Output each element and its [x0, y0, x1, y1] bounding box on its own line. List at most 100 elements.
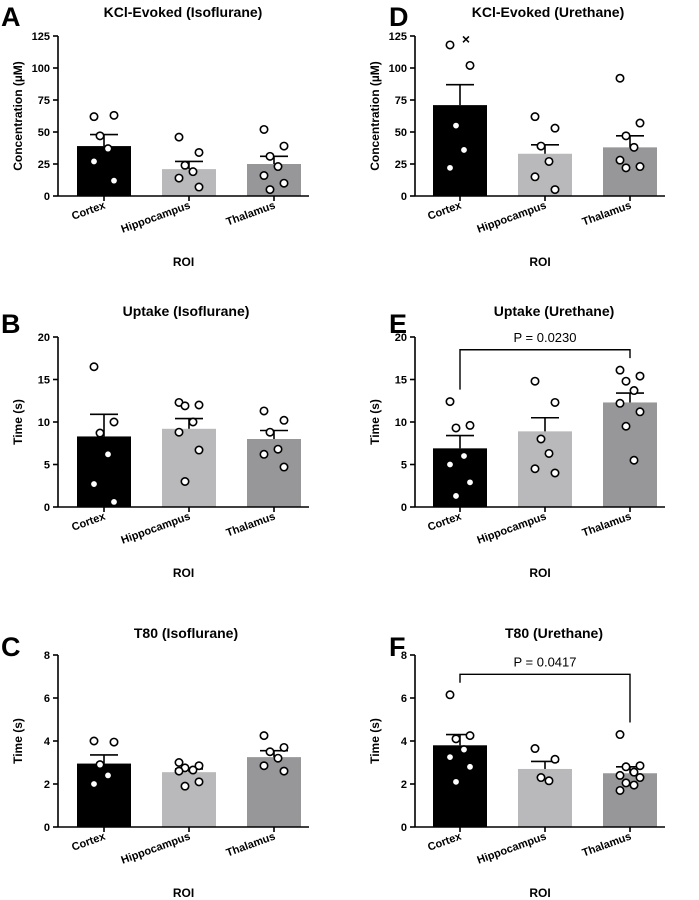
data-point	[109, 176, 119, 186]
y-tick-label: 0	[401, 191, 407, 203]
data-point	[629, 767, 639, 777]
bar-hippocampus	[162, 428, 216, 507]
data-point	[180, 781, 190, 791]
data-point	[89, 736, 99, 746]
data-point	[194, 445, 204, 455]
data-point	[445, 690, 455, 700]
chart-panel-b: B Uptake (Isoflurane) 0 5 10 15 20 Cortex Hippoc…	[1, 303, 309, 580]
chart-panel-c: C T80 (Isoflurane) 0 2 4 6 8 Cortex Hippocampus T…	[1, 625, 309, 900]
data-point	[530, 112, 540, 122]
data-point	[615, 785, 625, 795]
data-point	[188, 417, 198, 427]
y-tick-label: 20	[395, 332, 407, 344]
chart-title: KCl-Evoked (Urethane)	[472, 4, 624, 20]
y-tick-label: 100	[32, 63, 50, 75]
data-point	[550, 754, 560, 764]
data-point	[95, 428, 105, 438]
data-point	[451, 423, 461, 433]
data-point	[459, 745, 469, 755]
data-point	[174, 427, 184, 437]
data-point	[459, 145, 469, 155]
x-axis-label: ROI	[529, 255, 550, 269]
data-point	[259, 171, 269, 181]
data-point	[279, 141, 289, 151]
y-tick-label: 8	[44, 650, 50, 662]
x-category-label: Cortex	[70, 510, 108, 533]
data-point	[95, 131, 105, 141]
data-point	[109, 110, 119, 120]
data-point	[109, 497, 119, 507]
data-point	[194, 147, 204, 157]
data-point	[465, 762, 475, 772]
x-category-label: Hippocampus	[476, 511, 548, 547]
data-point	[265, 151, 275, 161]
data-point	[629, 142, 639, 152]
data-point	[621, 376, 631, 386]
x-axis-label: ROI	[529, 566, 550, 580]
y-tick-label: 100	[389, 63, 407, 75]
y-tick-label: 4	[401, 736, 408, 748]
x-category-label: Thalamus	[581, 511, 633, 540]
bar-cortex	[77, 436, 131, 507]
significance-bracket	[459, 349, 631, 390]
bar-hippocampus	[162, 772, 216, 827]
data-point	[279, 415, 289, 425]
data-point	[89, 362, 99, 372]
data-point	[188, 765, 198, 775]
panel-letter: E	[389, 309, 407, 339]
data-point	[259, 731, 269, 741]
data-point	[615, 398, 625, 408]
data-point	[530, 744, 540, 754]
data-point	[445, 163, 455, 173]
data-point	[550, 185, 560, 195]
data-point	[536, 773, 546, 783]
data-point	[451, 121, 461, 131]
chart-title: Uptake (Isoflurane)	[123, 303, 250, 319]
data-point	[635, 371, 645, 381]
y-tick-label: 20	[38, 332, 50, 344]
data-point	[279, 742, 289, 752]
data-point	[629, 780, 639, 790]
data-point	[635, 118, 645, 128]
data-point	[629, 386, 639, 396]
x-category-label: Hippocampus	[476, 200, 548, 236]
data-point	[279, 766, 289, 776]
y-tick-label: 75	[395, 95, 407, 107]
data-point	[544, 776, 554, 786]
data-point	[194, 182, 204, 192]
y-axis-label: Time (s)	[11, 718, 25, 764]
x-axis-label: ROI	[173, 255, 194, 269]
y-tick-label: 15	[38, 375, 50, 387]
y-tick-label: 2	[401, 779, 407, 791]
data-point	[536, 434, 546, 444]
panel-letter: B	[1, 309, 21, 339]
significance-bracket	[459, 673, 631, 723]
data-point	[273, 753, 283, 763]
y-tick-label: 0	[44, 191, 50, 203]
data-point	[259, 449, 269, 459]
data-point	[550, 397, 560, 407]
panel-letter: C	[1, 632, 21, 662]
y-tick-label: 6	[401, 693, 407, 705]
data-point	[465, 477, 475, 487]
y-tick-label: 125	[32, 31, 50, 43]
data-point	[273, 444, 283, 454]
data-point	[621, 163, 631, 173]
x-category-label: Hippocampus	[120, 200, 192, 236]
y-axis-label: Time (s)	[11, 399, 25, 445]
data-point	[174, 757, 184, 767]
data-point	[550, 468, 560, 478]
x-category-label: Cortex	[426, 199, 464, 222]
data-point	[265, 185, 275, 195]
data-point	[465, 731, 475, 741]
bar-thalamus	[603, 402, 657, 507]
data-point	[89, 156, 99, 166]
significance-label: P = 0.0230	[513, 330, 576, 345]
significance-label: P = 0.0417	[513, 654, 576, 669]
x-category-label: Hippocampus	[476, 831, 548, 867]
chart-title: KCl-Evoked (Isoflurane)	[104, 4, 263, 20]
y-axis-label: Concentration (µM)	[368, 61, 382, 171]
data-point	[109, 737, 119, 747]
x-category-label: Cortex	[426, 830, 464, 853]
